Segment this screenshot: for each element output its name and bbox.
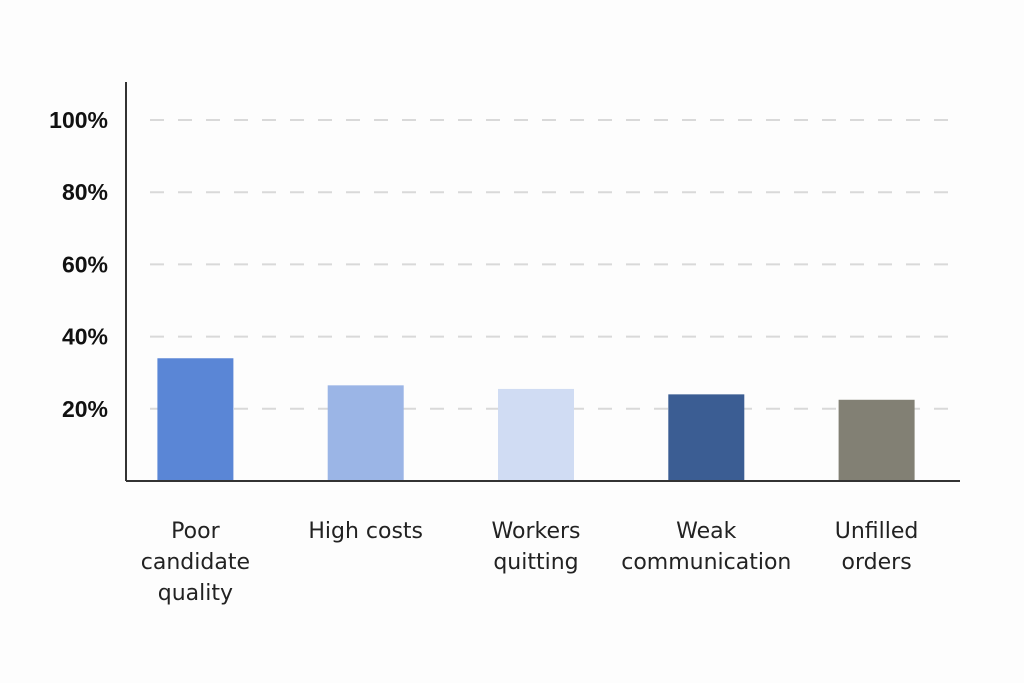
y-axis-ticks: 20% 40% 60% 80% 100%	[49, 107, 108, 422]
bar	[838, 399, 915, 481]
x-axis-categories: Poor candidate quality High costs Workers qui…	[141, 519, 919, 606]
axes	[125, 82, 960, 482]
y-tick-label: 80%	[62, 179, 108, 205]
gridlines	[150, 119, 960, 410]
y-tick-label: 100%	[49, 107, 108, 133]
bar	[327, 385, 404, 481]
y-tick-label: 40%	[62, 324, 108, 350]
x-category-label: Poor candidate quality	[141, 519, 250, 606]
bar	[668, 394, 745, 481]
y-tick-label: 60%	[62, 251, 108, 277]
y-tick-label: 20%	[62, 396, 108, 422]
x-category-label: Unfilled orders	[835, 519, 919, 575]
bar	[157, 358, 234, 481]
bar	[498, 388, 574, 481]
x-category-label: High costs	[308, 519, 423, 544]
x-category-label: Weak communication	[621, 519, 791, 575]
bars	[157, 358, 915, 481]
x-category-label: Workers quitting	[492, 519, 581, 575]
